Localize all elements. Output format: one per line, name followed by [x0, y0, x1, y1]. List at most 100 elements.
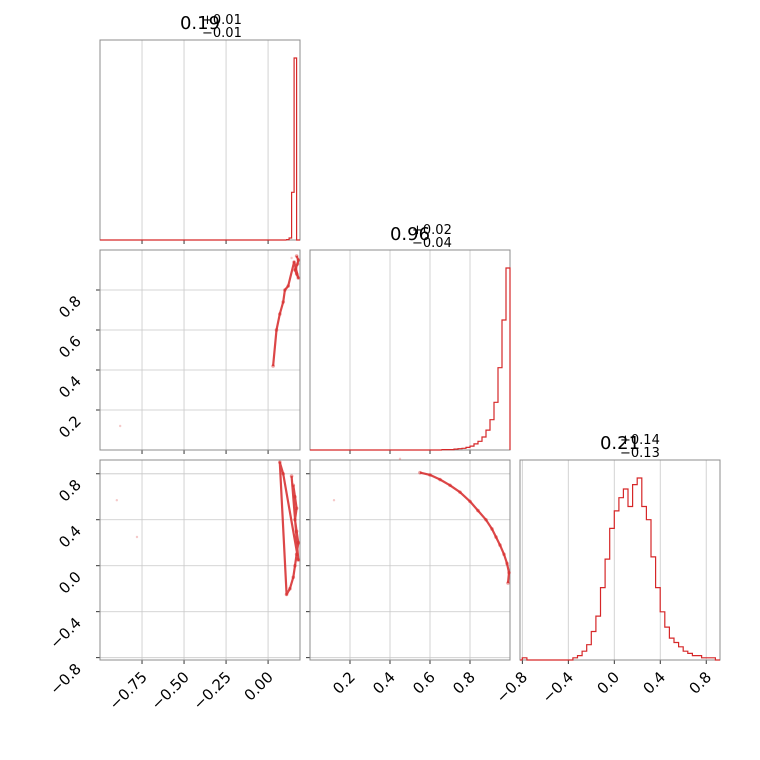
frame-2-1	[309, 459, 511, 661]
scatter-point-1-0-4	[294, 272, 299, 276]
frame-1-1	[309, 249, 511, 451]
scatter-point-2-0-14	[289, 474, 294, 478]
scatter-point-2-1-0	[418, 470, 422, 475]
ytick-label-2-3: 0.4	[55, 522, 85, 552]
scatter-point-1-0-11	[278, 312, 282, 316]
scatter-point-2-1-4	[458, 490, 462, 494]
scatter-point-2-0-3	[293, 517, 297, 522]
ytick-label-2-2: 0.0	[55, 568, 85, 598]
ytick-label-2-4: 0.8	[55, 476, 85, 506]
title-2-minus: −0.13	[620, 446, 660, 461]
scatter-point-2-1-14	[506, 581, 510, 585]
scatter-point-1-0-15	[118, 424, 122, 428]
title-0-plus: +0.01	[202, 13, 242, 28]
scatter-point-2-1-10	[498, 543, 502, 547]
histogram-1	[441, 267, 511, 451]
xtick-label-0-3: 0.00	[241, 668, 277, 704]
scatter-point-2-1-11	[502, 552, 506, 557]
title-2-plus: +0.14	[620, 433, 660, 448]
scatter-point-2-0-11	[278, 460, 282, 465]
title-2: 0.21	[600, 433, 640, 454]
title-1-value: 0.96	[390, 224, 430, 245]
title-1-minus: −0.04	[412, 236, 452, 251]
scatter-point-1-0-3	[293, 268, 297, 272]
ytick-label-2-1: −0.4	[46, 614, 84, 652]
scatter-point-1-0-5	[296, 276, 301, 280]
scatter-point-2-0-7	[293, 563, 297, 568]
panel-2-2: 0.21 +0.14 −0.13	[600, 433, 660, 461]
ytick-label-1-2: 0.6	[55, 332, 85, 362]
ytick-label-1-0: 0.2	[55, 412, 85, 442]
contour-2-0	[278, 461, 300, 596]
scatter-point-1-0-12	[274, 328, 279, 332]
scatter-point-1-0-2	[295, 262, 300, 266]
scatter-point-2-0-6	[294, 552, 299, 557]
scatter-point-2-0-0	[291, 483, 296, 488]
xtick-label-0-1: −0.50	[148, 668, 193, 713]
scatter-point-2-1-6	[476, 508, 480, 513]
scatter-point-1-0-10	[281, 300, 285, 304]
xtick-label-0-0: −0.75	[106, 668, 151, 713]
scatter-point-2-1-9	[494, 535, 498, 539]
xtick-label-1-3: 0.8	[449, 668, 479, 698]
plot-marks: −0.75−0.50−0.25 0.00 0.2 0.4 0.6 0.8 −0.8 −0.4 0…	[46, 39, 721, 713]
ytick-label-1-1: 0.4	[55, 372, 85, 402]
xtick-label-2-2: 0.0	[593, 668, 623, 698]
scatter-point-1-0-8	[286, 284, 291, 288]
scatter-point-2-1-12	[505, 561, 509, 566]
title-0-value: 0.19	[180, 13, 220, 34]
xtick-label-2-1: −0.4	[539, 668, 577, 706]
scatter-point-2-0-13	[296, 558, 301, 562]
scatter-point-2-1-13	[507, 570, 511, 575]
scatter-point-2-1-1	[428, 473, 432, 477]
xtick-label-2-3: 0.4	[639, 668, 669, 698]
scatter-point-2-1-16	[332, 499, 336, 502]
ytick-label-1-3: 0.8	[55, 292, 85, 322]
contour-1-0	[272, 255, 300, 367]
frame-1-0	[99, 249, 301, 451]
scatter-point-1-0-14	[290, 256, 293, 260]
scatter-point-2-1-2	[438, 477, 442, 482]
scatter-point-2-1-3	[448, 483, 452, 488]
scatter-point-2-0-10	[284, 592, 289, 597]
xtick-label-2-4: 0.8	[685, 668, 715, 698]
xtick-label-1-1: 0.4	[369, 668, 399, 698]
panel-0-0: 0.19 +0.01 −0.01	[180, 13, 242, 41]
title-1: 0.96	[390, 224, 430, 245]
title-0: 0.19	[180, 13, 220, 34]
scatter-point-2-1-15	[398, 457, 402, 461]
ytick-label-2-0: −0.8	[46, 660, 84, 698]
xtick-label-2-0: −0.8	[493, 668, 531, 706]
xtick-label-1-0: 0.2	[329, 668, 359, 698]
scatter-point-2-0-1	[293, 494, 297, 499]
frame-0-0	[99, 39, 301, 241]
panel-1-1: 0.96 +0.02 −0.04	[390, 223, 452, 251]
scatter-point-2-0-4	[294, 529, 299, 534]
frame-2-0	[99, 459, 301, 661]
scatter-point-2-0-16	[135, 535, 139, 539]
scatter-point-2-1-5	[468, 499, 472, 504]
scatter-point-1-0-9	[283, 288, 287, 292]
scatter-point-2-0-8	[291, 575, 296, 580]
scatter-point-1-0-0	[294, 254, 299, 258]
title-2-value: 0.21	[600, 433, 640, 454]
title-0-minus: −0.01	[202, 26, 242, 41]
frame-2-2	[519, 459, 721, 661]
scatter-point-2-0-12	[281, 471, 285, 476]
scatter-point-1-0-7	[292, 260, 296, 264]
contour-2-1	[419, 471, 511, 584]
scatter-point-1-0-6	[293, 266, 298, 270]
scatter-point-2-1-7	[484, 517, 488, 522]
histogram-2	[521, 477, 720, 661]
histogram-0	[286, 57, 300, 241]
title-1-plus: +0.02	[412, 223, 452, 238]
scatter-point-2-0-15	[115, 499, 119, 502]
scatter-point-2-0-9	[288, 586, 292, 591]
scatter-point-1-0-1	[296, 258, 301, 262]
scatter-point-2-0-5	[296, 540, 301, 545]
xtick-label-1-2: 0.6	[409, 668, 439, 698]
scatter-point-2-1-8	[490, 527, 494, 531]
xtick-label-0-2: −0.25	[190, 668, 235, 713]
scatter-point-1-0-13	[271, 364, 275, 368]
